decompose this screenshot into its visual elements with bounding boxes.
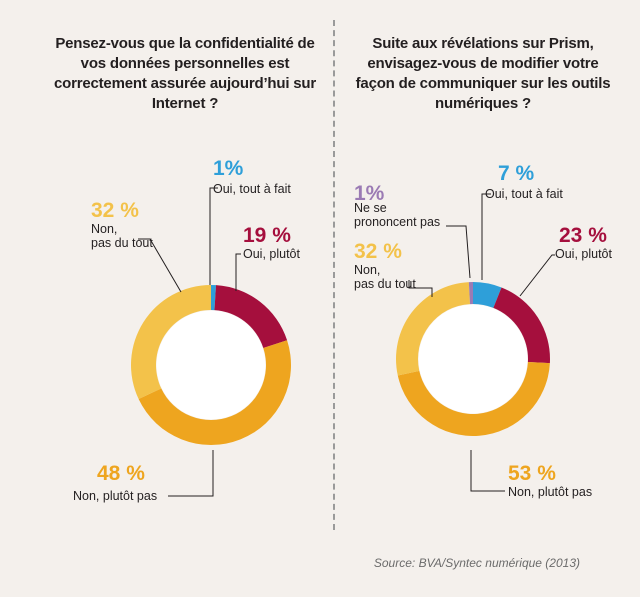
category-label-left-non-plutot-pas: Non, plutôt pas	[73, 489, 157, 503]
category-label-right-non-pas-du-tout: Non, pas du tout	[354, 263, 416, 291]
value-label-left-oui-plutot: 19 %	[243, 224, 291, 247]
category-label-left-non-pas-du-tout: Non, pas du tout	[91, 222, 153, 250]
slice-left-oui-plutot	[214, 285, 288, 349]
slice-right-ne-se-prononcent-pas	[468, 282, 473, 305]
slice-left-oui-tout-a-fait	[211, 285, 217, 311]
category-label-left-oui-plutot: Oui, plutôt	[243, 247, 301, 261]
donut-hole-left	[156, 310, 266, 420]
value-label-right-ne-se-prononcent-pas: 1%	[354, 182, 385, 205]
slice-right-oui-tout-a-fait	[473, 282, 502, 308]
slice-right-non-plutot-pas	[397, 361, 550, 436]
leader-left-oui-tout-a-fait	[209, 187, 218, 285]
leader-right-non-pas-du-tout	[408, 280, 433, 297]
value-label-right-non-plutot-pas: 53 %	[508, 462, 556, 485]
value-label-right-oui-tout-a-fait: 7 %	[498, 162, 535, 185]
leader-right-oui-plutot	[519, 254, 555, 297]
leader-right-oui-tout-a-fait	[481, 193, 491, 280]
leader-left-non-pas-du-tout	[138, 238, 182, 293]
slice-right-oui-plutot	[493, 287, 550, 364]
leader-right-ne-se-prononcent-pas	[446, 225, 471, 279]
category-label-right-non-plutot-pas: Non, plutôt pas	[508, 485, 592, 499]
chart-title-right: Suite aux révélations sur Prism, envisag…	[355, 35, 611, 112]
source-note: Source: BVA/Syntec numérique (2013)	[373, 556, 580, 570]
value-label-left-non-pas-du-tout: 32 %	[91, 199, 139, 222]
category-label-right-oui-plutot: Oui, plutôt	[555, 247, 613, 261]
slice-left-non-plutot-pas	[138, 340, 292, 446]
donut-hole-right	[418, 304, 528, 414]
slice-right-non-pas-du-tout	[396, 282, 471, 376]
category-label-right-oui-tout-a-fait: Oui, tout à fait	[485, 187, 563, 201]
leader-left-oui-plutot	[235, 253, 241, 291]
divider	[333, 20, 335, 530]
value-label-left-oui-tout-a-fait: 1%	[213, 157, 244, 180]
category-label-right-ne-se-prononcent-pas: Ne se prononcent pas	[354, 201, 440, 229]
category-label-left-oui-tout-a-fait: Oui, tout à fait	[213, 182, 291, 196]
chart-title-left: Pensez-vous que la confidentialité de vo…	[53, 35, 317, 112]
value-label-right-oui-plutot: 23 %	[559, 224, 607, 247]
slice-left-non-pas-du-tout	[130, 285, 211, 400]
value-label-left-non-plutot-pas: 48 %	[97, 462, 145, 485]
value-label-right-non-pas-du-tout: 32 %	[354, 240, 402, 263]
leader-right-non-plutot-pas	[470, 450, 505, 492]
leader-left-non-plutot-pas	[168, 450, 214, 497]
donut-chart-left: 1% Oui, tout à fait 19 %Oui, plutôt 48 % Non…	[73, 157, 301, 503]
